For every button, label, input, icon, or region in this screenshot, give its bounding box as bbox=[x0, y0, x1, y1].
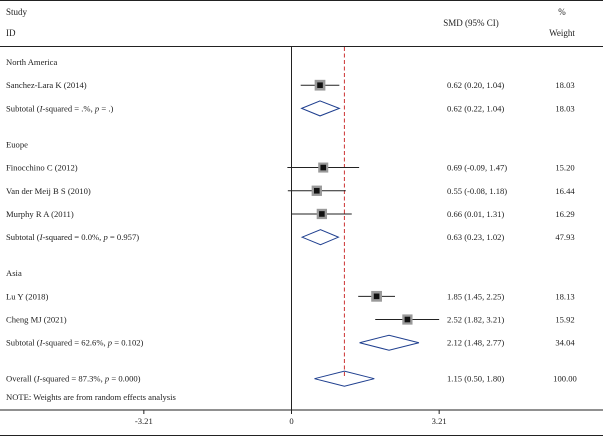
study-label: Murphy R A (2011) bbox=[6, 209, 74, 219]
subtotal-label: Subtotal (I-squared = 62.6%, p = 0.102) bbox=[6, 338, 144, 348]
subtotal-label: Subtotal (I-squared = 0.0%, p = 0.957) bbox=[6, 232, 139, 242]
point-estimate bbox=[314, 187, 320, 194]
point-estimate bbox=[320, 164, 327, 171]
ci-value: 2.52 (1.82, 3.21) bbox=[447, 315, 504, 325]
x-axis: -3.21 0 3.21 bbox=[0, 409, 603, 426]
header-study: Study bbox=[6, 7, 28, 17]
weight-value: 18.03 bbox=[555, 103, 574, 113]
ci-value: 0.69 (-0.09, 1.47) bbox=[447, 163, 507, 173]
point-estimate bbox=[319, 211, 325, 217]
ci-value: 0.66 (0.01, 1.31) bbox=[447, 209, 504, 219]
group-label: North America bbox=[6, 57, 57, 67]
weight-value: 18.13 bbox=[555, 291, 574, 301]
overall-diamond bbox=[314, 370, 375, 387]
study-label: Finocchino C (2012) bbox=[6, 163, 78, 173]
overall-label: Overall (I-squared = 87.3%, p = 0.000) bbox=[6, 374, 141, 384]
weight-value: 100.00 bbox=[553, 374, 577, 384]
point-estimate bbox=[404, 316, 411, 323]
group-label: Euope bbox=[6, 139, 28, 149]
weight-value: 47.93 bbox=[555, 232, 574, 242]
forest-rows: North America Sanchez-Lara K (2014) 0.62 (… bbox=[6, 57, 577, 387]
study-label: Cheng MJ (2021) bbox=[6, 315, 67, 325]
ci-value: 0.62 (0.22, 1.04) bbox=[447, 103, 504, 113]
point-estimate bbox=[373, 293, 380, 300]
ci-value: 1.85 (1.45, 2.25) bbox=[447, 291, 504, 301]
subtotal-diamond bbox=[300, 229, 340, 246]
weight-value: 15.20 bbox=[555, 163, 574, 173]
header-smd: SMD (95% CI) bbox=[443, 18, 499, 28]
ci-value: 0.62 (0.20, 1.04) bbox=[447, 80, 504, 90]
weight-value: 16.29 bbox=[555, 209, 574, 219]
ci-value: 2.12 (1.48, 2.77) bbox=[447, 338, 504, 348]
footnote: NOTE: Weights are from random effects an… bbox=[6, 392, 177, 402]
weight-value: 15.92 bbox=[555, 315, 574, 325]
study-label: Van der Meij B S (2010) bbox=[6, 186, 91, 196]
x-tick-label: 3.21 bbox=[432, 416, 447, 426]
ci-value: 0.55 (-0.08, 1.18) bbox=[447, 186, 507, 196]
ci-value: 1.15 (0.50, 1.80) bbox=[447, 374, 504, 384]
study-label: Sanchez-Lara K (2014) bbox=[6, 80, 87, 90]
subtotal-diamond bbox=[300, 100, 341, 117]
study-label: Lu Y (2018) bbox=[6, 291, 48, 301]
x-tick-label: 0 bbox=[289, 416, 293, 426]
x-tick-label: -3.21 bbox=[135, 416, 153, 426]
reference-lines bbox=[291, 47, 345, 412]
weight-value: 16.44 bbox=[555, 186, 575, 196]
weight-value: 18.03 bbox=[555, 80, 574, 90]
ci-value: 0.63 (0.23, 1.02) bbox=[447, 232, 504, 242]
weight-value: 34.04 bbox=[555, 338, 575, 348]
point-estimate bbox=[317, 82, 323, 88]
subtotal-diamond bbox=[359, 334, 420, 351]
subtotal-label: Subtotal (I-squared = .%, p = .) bbox=[6, 103, 113, 113]
group-label: Asia bbox=[6, 268, 22, 278]
header-weight: Weight bbox=[549, 28, 575, 38]
header-percent: % bbox=[558, 7, 566, 17]
header-id: ID bbox=[6, 28, 16, 38]
